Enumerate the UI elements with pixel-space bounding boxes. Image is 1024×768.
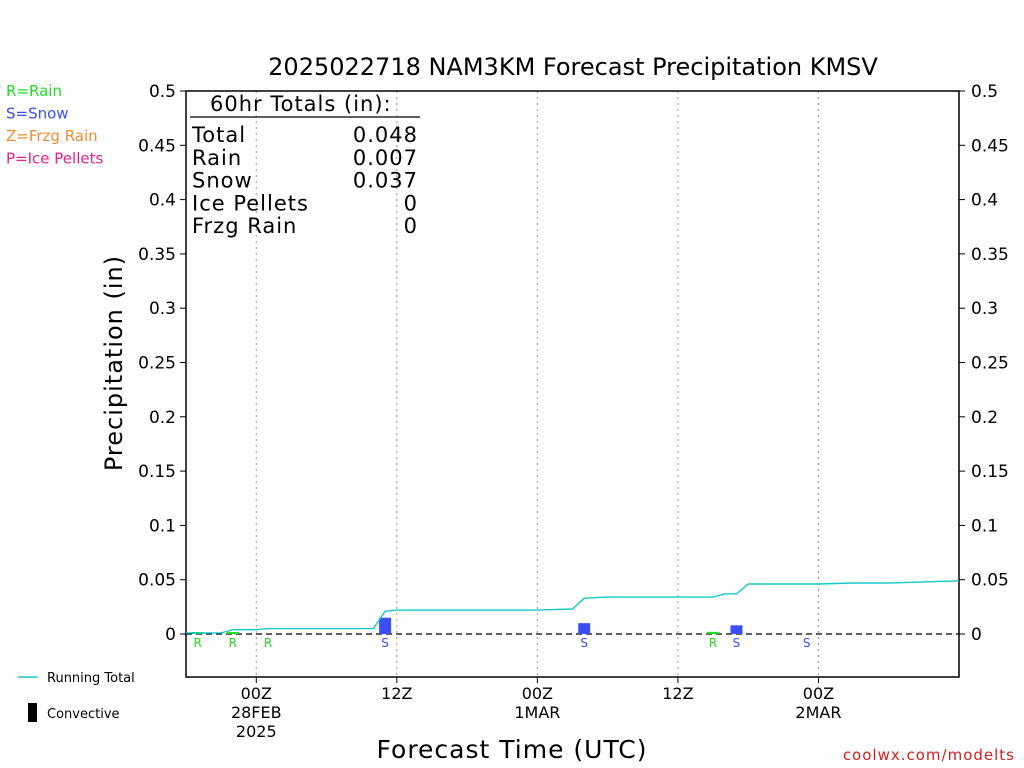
totals-label: Ice Pellets [192,191,309,215]
ptype-marker-s: S [733,636,741,650]
precip-bar-r [707,631,720,634]
ptype-marker-s: S [803,636,811,650]
ptype-legend-p: P=Ice Pellets [6,150,103,168]
y-tick-label-right: 0.5 [971,82,998,102]
precip-bars [191,617,743,634]
y-tick-label-left: 0.45 [138,136,176,156]
running-total-line [186,580,960,634]
y-tick-label-right: 0 [971,625,982,645]
x-tick-label: 00Z [241,684,272,703]
totals-value: 0 [404,191,418,215]
precip-bar-r [226,632,239,634]
totals-box: 60hr Totals (in): Total 0.048 Rain 0.007 Sno… [190,92,420,238]
x-tick-label: 12Z [381,684,412,703]
ptype-marker-r: R [709,636,717,650]
y-tick-label-left: 0.05 [138,571,176,591]
totals-label: Rain [192,146,242,170]
ptype-legend: R=Rain S=Snow Z=Frzg Rain P=Ice Pellets [6,82,103,168]
y-tick-label-right: 0.05 [971,571,1009,591]
y-tick-label-right: 0.3 [971,299,998,319]
totals-label: Frzg Rain [192,214,297,238]
ptype-marker-s: S [580,636,588,650]
y-tick-label-right: 0.25 [971,354,1009,374]
plot-frame [185,90,960,678]
x-tick-label: 00Z [803,684,834,703]
precip-bar-s [730,625,743,634]
x-tick-label: 2MAR [795,703,841,722]
y-tick-label-left: 0.5 [149,82,176,102]
y-tick-label-right: 0.35 [971,245,1009,265]
totals-value: 0.037 [353,169,418,193]
totals-value: 0.048 [353,123,418,147]
y-tick-label-left: 0.1 [149,516,176,536]
totals-value: 0.007 [353,146,418,170]
x-axis-label: Forecast Time (UTC) [377,735,648,764]
ptype-marker-s: S [381,636,389,650]
totals-label: Snow [192,169,253,193]
x-tick-label: 12Z [662,684,693,703]
y-tick-label-left: 0.4 [149,191,176,211]
totals-heading: 60hr Totals (in): [210,92,392,116]
y-tick-label-left: 0.3 [149,299,176,319]
y-tick-label-left: 0.2 [149,408,176,428]
ptype-legend-z: Z=Frzg Rain [6,127,98,145]
ptype-marker-r: R [264,636,272,650]
y-tick-label-right: 0.45 [971,136,1009,156]
ptype-legend-r: R=Rain [6,82,62,100]
y-tick-label-left: 0.25 [138,354,176,374]
ptype-legend-s: S=Snow [6,105,69,123]
precip-bar-s [379,617,392,634]
x-tick-label: 1MAR [514,703,560,722]
totals-value: 0 [404,214,418,238]
y-tick-label-left: 0 [165,625,176,645]
totals-rows: Total 0.048 Rain 0.007 Snow 0.037 Ice Pellets 0… [191,123,418,238]
y-tick-label-right: 0.1 [971,516,998,536]
x-tick-label: 28FEB [231,703,282,722]
convective-legend-swatch [28,703,37,722]
totals-label: Total [191,123,246,147]
ptype-marker-r: R [229,636,237,650]
y-tick-label-right: 0.15 [971,462,1009,482]
y-axis-left: 0 0.05 0.1 0.15 0.2 0.25 0.3 0.35 0.4 0.45 0.5 [138,82,186,645]
convective-legend-label: Convective [47,707,120,722]
credit-text: coolwx.com/modelts [843,746,1015,764]
x-tick-label: 2025 [236,722,277,741]
x-tick-label: 00Z [522,684,553,703]
y-tick-label-left: 0.35 [138,245,176,265]
y-tick-label-left: 0.15 [138,462,176,482]
y-axis-right: 0 0.05 0.1 0.15 0.2 0.25 0.3 0.35 0.4 0.45 0.5 [959,82,1009,645]
running-total-legend-label: Running Total [47,671,135,686]
vertical-gridlines [255,91,819,677]
precip-bar-s [578,623,591,634]
ptype-marker-r: R [194,636,202,650]
chart-title: 2025022718 NAM3KM Forecast Precipitation… [268,53,878,81]
y-tick-label-right: 0.2 [971,408,998,428]
y-axis-label: Precipitation (in) [100,255,128,471]
y-tick-label-right: 0.4 [971,191,998,211]
